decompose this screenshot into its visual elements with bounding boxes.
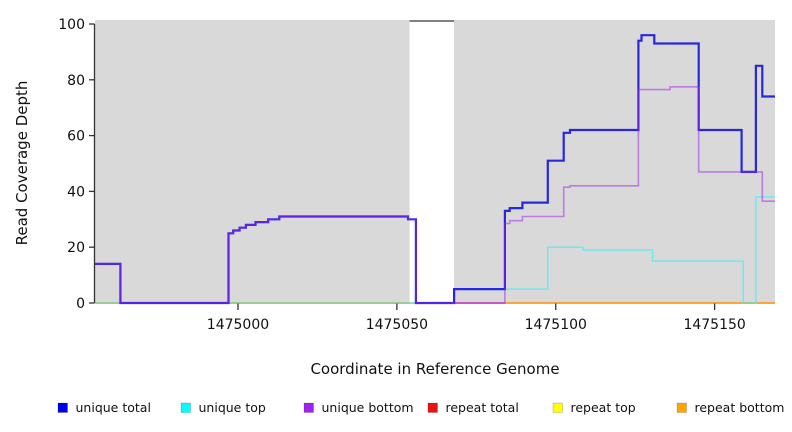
- legend-item-repeat-top: repeat top: [552, 400, 636, 415]
- legend-swatch-unique-top: [180, 402, 191, 413]
- legend-swatch-repeat-top: [552, 402, 563, 413]
- legend: unique total unique top unique bottom repea…: [57, 400, 785, 415]
- x-tick-label-1475100: 1475100: [525, 317, 587, 333]
- legend-swatch-unique-total: [57, 402, 68, 413]
- legend-label-unique-bottom: unique bottom: [322, 400, 414, 415]
- legend-label-repeat-total: repeat total: [446, 400, 519, 415]
- y-tick-label-40: 40: [67, 184, 85, 200]
- legend-item-unique-top: unique top: [180, 400, 266, 415]
- legend-item-repeat-bottom: repeat bottom: [676, 400, 785, 415]
- legend-swatch-repeat-bottom: [676, 402, 687, 413]
- legend-item-unique-total: unique total: [57, 400, 151, 415]
- y-tick-label-60: 60: [67, 129, 85, 145]
- legend-item-repeat-total: repeat total: [427, 400, 519, 415]
- masked-region-top-border: [409, 20, 455, 22]
- legend-label-unique-total: unique total: [76, 400, 151, 415]
- x-tick-label-1475000: 1475000: [207, 317, 269, 333]
- y-tick-label-20: 20: [67, 240, 85, 256]
- x-axis-label: Coordinate in Reference Genome: [310, 360, 559, 378]
- series-line-unique-bottom: [95, 86, 775, 304]
- y-axis-label: Read Coverage Depth: [13, 81, 31, 246]
- y-tick-label-80: 80: [67, 73, 85, 89]
- legend-label-repeat-top: repeat top: [571, 400, 636, 415]
- plot-generated-layer: 0 20 40 60 80 100 1475000 1475050 1475100 1475150: [58, 17, 775, 333]
- legend-swatch-repeat-total: [427, 402, 438, 413]
- x-tick-label-1475150: 1475150: [683, 317, 745, 333]
- legend-label-unique-top: unique top: [199, 400, 266, 415]
- legend-item-unique-bottom: unique bottom: [303, 400, 414, 415]
- y-tick-label-0: 0: [76, 296, 85, 312]
- legend-label-repeat-bottom: repeat bottom: [695, 400, 785, 415]
- legend-swatch-unique-bottom: [303, 402, 314, 413]
- y-tick-label-100: 100: [58, 17, 85, 33]
- x-tick-label-1475050: 1475050: [366, 317, 428, 333]
